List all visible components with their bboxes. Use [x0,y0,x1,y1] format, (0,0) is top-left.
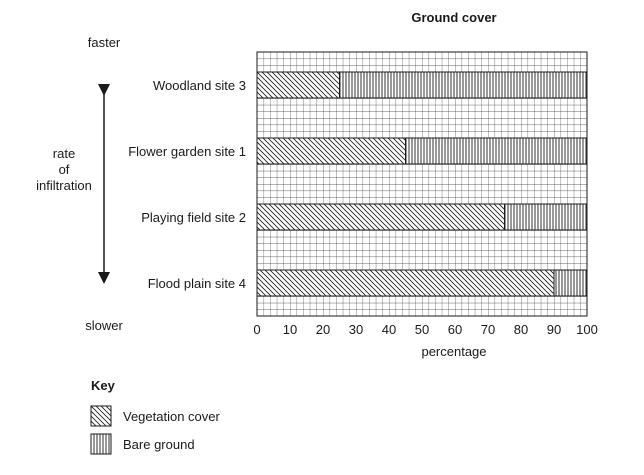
bars-layer [256,71,588,297]
legend-swatch-vegetation-cover [90,405,112,427]
arrow-bottom-label: slower [85,318,123,333]
x-tick-label: 60 [448,322,462,337]
legend: Vegetation cover Bare ground [90,405,221,455]
x-tick-label: 70 [481,322,495,337]
y-axis-label-line: infiltration [36,178,92,193]
bar-flower-garden-site-1-bare-ground [405,137,588,165]
y-axis-label-line: rate [53,146,75,161]
bar-flood-plain-site-4-vegetation-cover [256,269,555,297]
bar-woodland-site-3-vegetation-cover [256,71,340,99]
x-tick-label: 0 [253,322,260,337]
x-tick-label: 20 [316,322,330,337]
x-tick-labels: 0 10 20 30 40 50 60 70 80 90 100 [253,322,597,337]
x-tick-label: 100 [576,322,598,337]
x-tick-label: 10 [283,322,297,337]
legend-swatch-bare-ground [90,433,112,455]
category-label: Woodland site 3 [153,78,246,93]
x-tick-label: 50 [415,322,429,337]
y-axis-label: rate of infiltration [36,146,92,193]
category-label: Flower garden site 1 [128,144,246,159]
x-tick-label: 90 [547,322,561,337]
category-label: Flood plain site 4 [148,276,246,291]
bar-flood-plain-site-4-bare-ground [553,269,588,297]
bar-woodland-site-3-bare-ground [339,71,588,99]
y-axis-label-line: of [59,162,70,177]
x-tick-label: 40 [382,322,396,337]
x-axis-label: percentage [421,344,486,359]
legend-label-bare-ground: Bare ground [123,437,195,452]
x-tick-label: 80 [514,322,528,337]
bar-playing-field-site-2-bare-ground [504,203,588,231]
x-tick-label: 30 [349,322,363,337]
bar-playing-field-site-2-vegetation-cover [256,203,505,231]
legend-title: Key [91,378,116,393]
bar-flower-garden-site-1-vegetation-cover [256,137,406,165]
category-labels: Woodland site 3 Flower garden site 1 Playi… [128,78,246,291]
arrow-top-label: faster [88,35,121,50]
legend-label-vegetation-cover: Vegetation cover [123,409,221,424]
chart-title: Ground cover [411,10,496,25]
category-label: Playing field site 2 [141,210,246,225]
